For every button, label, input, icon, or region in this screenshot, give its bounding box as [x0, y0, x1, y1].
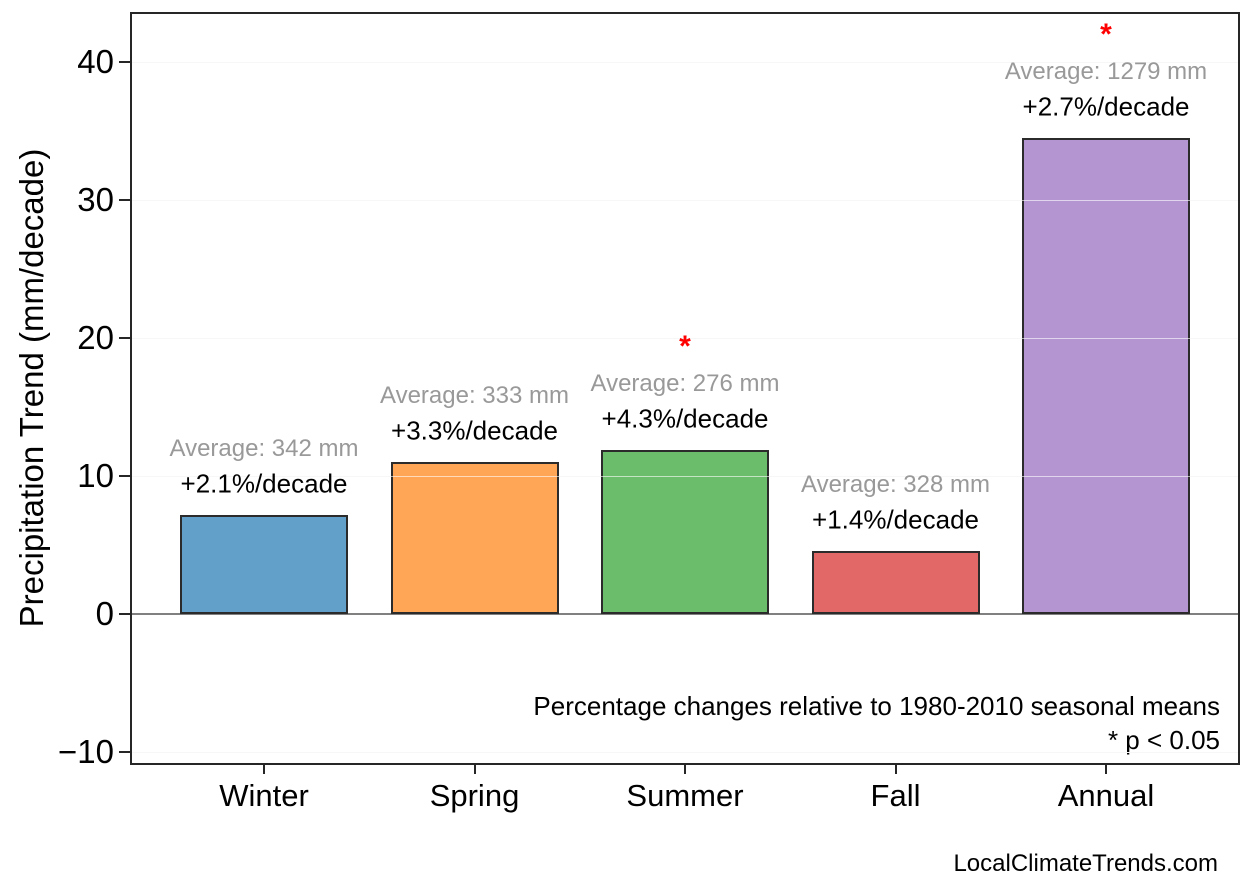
x-tick-label-summer: Summer: [626, 778, 744, 813]
y-axis-title: Precipitation Trend (mm/decade): [13, 148, 50, 628]
x-tick-mark: [1105, 765, 1107, 774]
significance-marker: *: [1100, 17, 1112, 51]
y-tick-label: 40: [77, 43, 114, 80]
bar-winter: [180, 514, 348, 614]
x-tick-label-annual: Annual: [1057, 778, 1155, 813]
gridline-overlay: [130, 199, 1240, 201]
y-tick-label: 20: [77, 319, 114, 356]
x-tick-mark: [473, 765, 476, 774]
note-annotation: Percentage changes relative to 1980-2010…: [533, 689, 1220, 757]
trend-label: +3.3%/decade: [391, 415, 558, 446]
note-line2: * p < 0.05: [1107, 725, 1220, 755]
y-tick-label: 30: [77, 181, 114, 218]
y-tick-mark: [119, 475, 130, 477]
gridline-overlay: [130, 475, 1240, 477]
y-tick-mark: [119, 61, 130, 63]
average-label: Average: 333 mm: [380, 382, 569, 410]
watermark: LocalClimateTrends.com: [953, 850, 1218, 877]
bar-spring: [390, 462, 559, 614]
x-tick-label-fall: Fall: [870, 778, 921, 813]
trend-label: +1.4%/decade: [812, 504, 979, 535]
bar-summer: [601, 449, 769, 614]
y-tick-mark: [119, 199, 130, 201]
x-tick-label-spring: Spring: [429, 778, 520, 813]
x-tick-mark: [894, 765, 897, 774]
average-label: Average: 328 mm: [801, 470, 990, 498]
y-tick-label: −10: [58, 733, 114, 770]
trend-label: +2.1%/decade: [180, 468, 348, 499]
x-tick-mark: [263, 765, 265, 774]
zero-line: [130, 613, 1240, 615]
x-tick-label-winter: Winter: [219, 778, 309, 813]
y-tick-mark: [119, 613, 130, 615]
average-label: Average: 276 mm: [590, 369, 780, 397]
y-tick-label: 10: [77, 457, 114, 494]
x-tick-mark: [684, 765, 686, 774]
y-tick-mark: [119, 337, 130, 339]
gridline-overlay: [130, 61, 1240, 63]
y-tick-mark: [119, 751, 130, 753]
trend-label: +2.7%/decade: [1022, 91, 1190, 122]
gridline-overlay: [130, 751, 1240, 753]
plot-area: Percentage changes relative to 1980-2010…: [130, 12, 1240, 765]
note-line1: Percentage changes relative to 1980-2010…: [533, 691, 1220, 721]
gridline-overlay: [130, 337, 1240, 339]
significance-marker: *: [679, 329, 691, 363]
average-label: Average: 342 mm: [169, 434, 359, 462]
y-tick-label: 0: [95, 595, 114, 632]
bar-fall: [811, 550, 980, 614]
trend-label: +4.3%/decade: [601, 403, 769, 434]
average-label: Average: 1279 mm: [1004, 57, 1208, 85]
bar-annual: [1022, 137, 1190, 614]
